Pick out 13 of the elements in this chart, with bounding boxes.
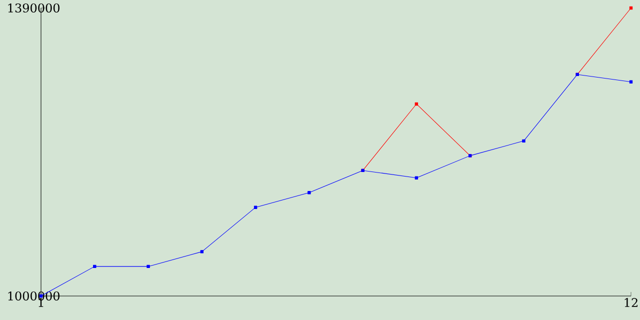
y-tick-label: 1000000	[8, 291, 60, 301]
y-tick-label: 1390000	[8, 3, 60, 13]
point	[254, 206, 258, 209]
point	[629, 80, 633, 84]
x-tick-label: 12	[624, 298, 638, 307]
point	[308, 191, 311, 194]
point	[414, 102, 418, 106]
point	[200, 250, 204, 254]
point	[146, 264, 150, 268]
point	[629, 6, 633, 10]
point	[522, 139, 526, 143]
point	[93, 264, 96, 268]
point	[414, 176, 418, 180]
